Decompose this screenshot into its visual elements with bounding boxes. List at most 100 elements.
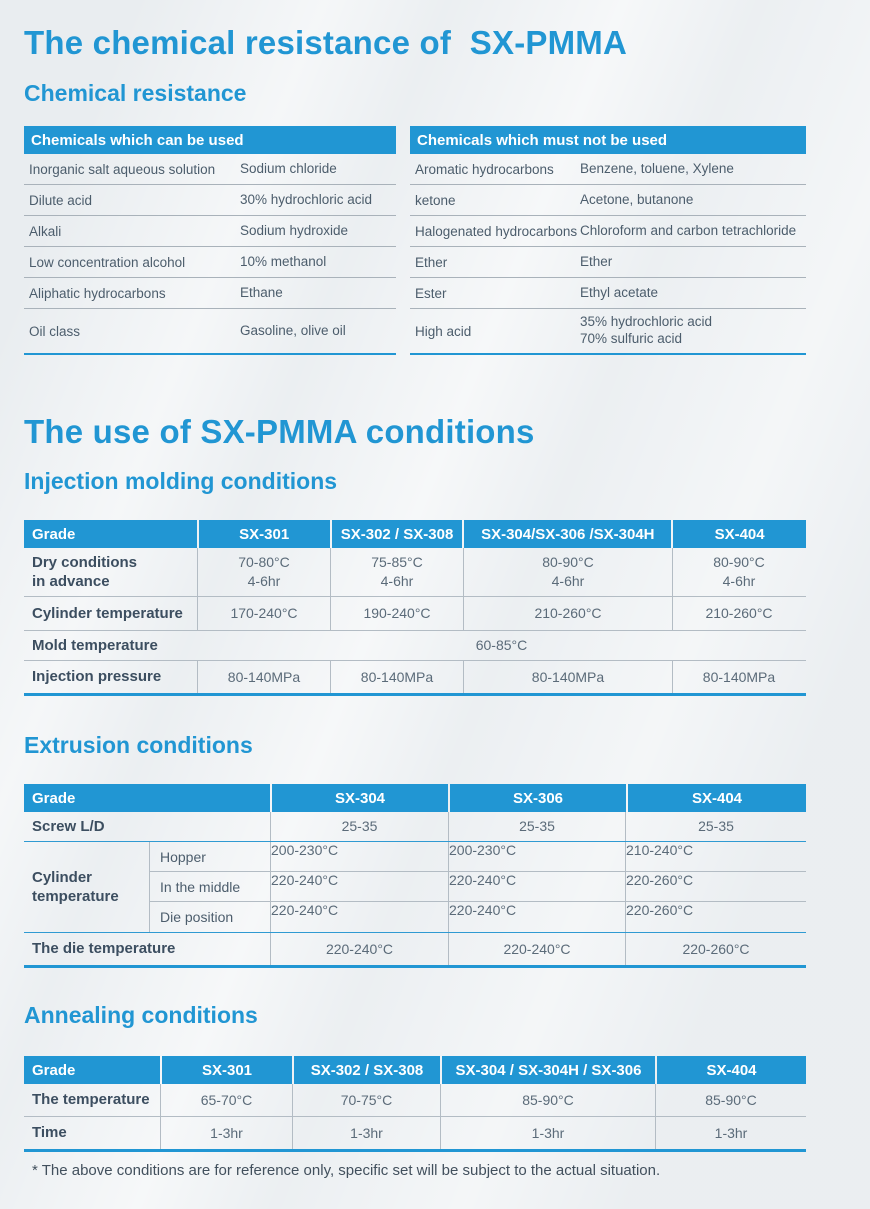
cell: 220-240°C [448, 902, 625, 932]
chemical-example: Gasoline, olive oil [240, 322, 346, 338]
cell: 25-35 [448, 812, 625, 841]
row-label: The die temperature [32, 940, 176, 958]
cell: 25-35 [270, 812, 448, 841]
table-row: ketone Acetone, butanone [410, 185, 806, 216]
chemical-category: Aromatic hydrocarbons [415, 161, 554, 177]
header-grade: Grade [24, 784, 270, 812]
cell: 85-90°C [440, 1084, 655, 1116]
cell: 80-140MPa [197, 661, 330, 693]
chemical-example: Chloroform and carbon tetrachloride [580, 222, 797, 238]
cell: 210-260°C [672, 597, 805, 630]
chemical-example: Acetone, butanone [580, 191, 694, 207]
sub-row-label: In the middle [160, 878, 241, 895]
chemical-example: 30% hydrochloric acid [240, 191, 373, 207]
cell: 65-70°C [160, 1084, 292, 1116]
row-label: Injection pressure [32, 668, 162, 686]
table-row-die-position: Die position 220-240°C 220-240°C 220-260… [150, 902, 806, 932]
cell: 220-260°C [625, 933, 806, 965]
cell: 80-140MPa [463, 661, 672, 693]
cell: 190-240°C [330, 597, 463, 630]
cell: 170-240°C [197, 597, 330, 630]
table-header-row: Grade SX-301 SX-302 / SX-308 SX-304/SX-3… [24, 520, 806, 548]
table-row-in-the-middle: In the middle 220-240°C 220-240°C 220-26… [150, 872, 806, 902]
table-row: Dilute acid 30% hydrochloric acid [24, 185, 396, 216]
table-row-mold-temperature: Mold temperature 60-85°C [24, 631, 806, 661]
chemical-category: Dilute acid [29, 192, 93, 208]
table-row: Inorganic salt aqueous solution Sodium c… [24, 154, 396, 185]
cell: 70-80°C 4-6hr [197, 548, 330, 596]
chemical-example: 10% methanol [240, 253, 327, 269]
chemicals-must-not-be-used-table: Chemicals which must not be used Aromati… [410, 126, 806, 355]
header-sx306: SX-306 [450, 784, 626, 812]
header-sx301: SX-301 [198, 520, 330, 548]
row-label: Screw L/D [32, 817, 105, 835]
chemical-category: Inorganic salt aqueous solution [29, 161, 216, 177]
cell: 80-140MPa [330, 661, 463, 693]
group-rows: Hopper 200-230°C 200-230°C 210-240°C In … [150, 842, 806, 932]
table-row: Halogenated hydrocarbons Chloroform and … [410, 216, 806, 247]
chemical-example: Ethyl acetate [580, 284, 659, 300]
sub-row-label: Hopper [160, 848, 206, 865]
table-header: Chemicals which must not be used [410, 126, 806, 154]
cell: 220-260°C [625, 872, 806, 901]
table-row-hopper: Hopper 200-230°C 200-230°C 210-240°C [150, 842, 806, 872]
header-sx302-308: SX-302 / SX-308 [331, 520, 463, 548]
chemical-resistance-heading: Chemical resistance [24, 80, 247, 106]
cell: 220-240°C [270, 902, 448, 932]
table-row-cylinder-temperature: Cylinder temperature 170-240°C 190-240°C… [24, 597, 806, 631]
chemical-category: Ether [415, 254, 448, 270]
chemical-category: High acid [415, 323, 472, 339]
header-sx404: SX-404 [673, 520, 806, 548]
row-label: Mold temperature [32, 636, 158, 654]
cell: 210-260°C [463, 597, 672, 630]
annealing-heading: Annealing conditions [24, 1002, 258, 1028]
header-sx404: SX-404 [628, 784, 806, 812]
table-row-temperature: The temperature 65-70°C 70-75°C 85-90°C … [24, 1084, 806, 1117]
header-sx304: SX-304 [272, 784, 448, 812]
table-row-injection-pressure: Injection pressure 80-140MPa 80-140MPa 8… [24, 661, 806, 693]
chemicals-can-be-used-table: Chemicals which can be used Inorganic sa… [24, 126, 396, 355]
header-grade: Grade [24, 520, 197, 548]
cell: 80-140MPa [672, 661, 805, 693]
chemical-category: Ester [415, 285, 447, 301]
table-row: Oil class Gasoline, olive oil [24, 309, 396, 353]
chemical-example: 35% hydrochloric acid 70% sulfuric acid [580, 314, 713, 346]
group-label: Cylinder temperature [24, 842, 150, 932]
table-row: Alkali Sodium hydroxide [24, 216, 396, 247]
table-row-die-temperature: The die temperature 220-240°C 220-240°C … [24, 933, 806, 965]
chemical-example: Sodium hydroxide [240, 222, 349, 238]
chemical-category: Low concentration alcohol [29, 254, 186, 270]
page-title: The chemical resistance of SX-PMMA [24, 24, 628, 61]
table-row: High acid 35% hydrochloric acid 70% sulf… [410, 309, 806, 353]
header-sx304-306-304h: SX-304/SX-306 /SX-304H [464, 520, 672, 548]
cell: 80-90°C 4-6hr [672, 548, 805, 596]
table-row-screw-ld: Screw L/D 25-35 25-35 25-35 [24, 812, 806, 842]
chemical-category: Aliphatic hydrocarbons [29, 285, 166, 301]
table-group-cylinder-temperature: Cylinder temperature Hopper 200-230°C 20… [24, 842, 806, 933]
table-row: Ether Ether [410, 247, 806, 278]
chemical-example: Sodium chloride [240, 160, 337, 176]
extrusion-heading: Extrusion conditions [24, 732, 253, 758]
header-sx301: SX-301 [162, 1056, 292, 1084]
cell: 220-240°C [270, 872, 448, 901]
use-conditions-title: The use of SX-PMMA conditions [24, 413, 535, 450]
table-row: Aromatic hydrocarbons Benzene, toluene, … [410, 154, 806, 185]
footnote: * The above conditions are for reference… [32, 1162, 661, 1179]
cell: 1-3hr [160, 1117, 292, 1149]
cell: 200-230°C [270, 842, 448, 871]
chemical-category: Oil class [29, 323, 81, 339]
row-label: Dry conditions in advance [32, 553, 138, 591]
injection-molding-heading: Injection molding conditions [24, 468, 338, 494]
cell-spanning: 60-85°C [475, 637, 528, 654]
chemical-example: Ethane [240, 284, 283, 300]
chemical-example: Ether [580, 253, 613, 269]
cell: 25-35 [625, 812, 806, 841]
chemical-example: Benzene, toluene, Xylene [580, 160, 734, 176]
annealing-table: Grade SX-301 SX-302 / SX-308 SX-304 / SX… [24, 1056, 806, 1152]
cell: 1-3hr [292, 1117, 440, 1149]
table-header: Chemicals which can be used [24, 126, 396, 154]
cell: 1-3hr [655, 1117, 806, 1149]
cell: 220-240°C [270, 933, 448, 965]
cell: 80-90°C 4-6hr [463, 548, 672, 596]
chemical-category: ketone [415, 192, 456, 208]
